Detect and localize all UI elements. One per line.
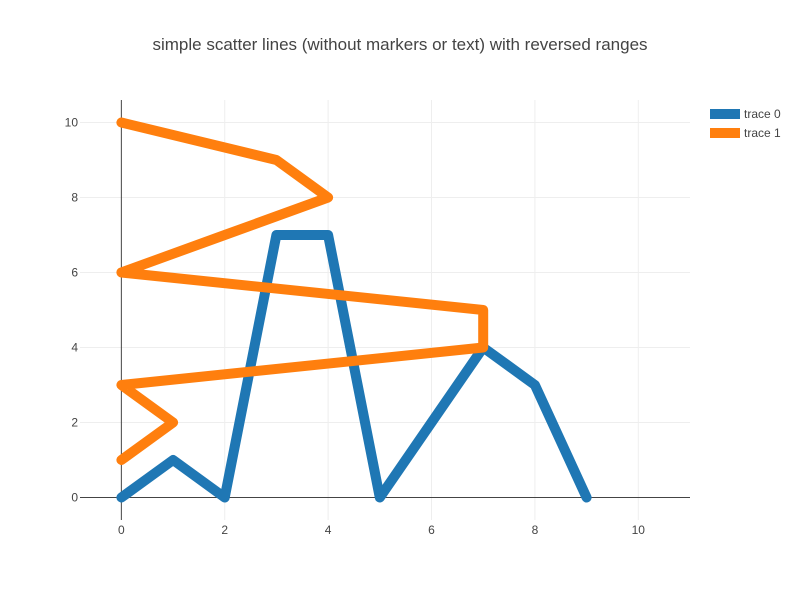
y-tick-label: 0 [71,491,78,505]
series-line-trace-0[interactable] [116,230,592,503]
legend-item-trace-1[interactable]: trace 1 [710,126,781,140]
y-tick-label: 10 [65,116,79,130]
series-line-trace-1[interactable] [116,117,489,465]
y-tick-label: 4 [71,341,78,355]
plot-area: 0 2 4 6 8 10 0 2 4 6 8 10 [65,100,690,537]
y-tick-label: 6 [71,266,78,280]
x-tick-label: 4 [325,523,332,537]
legend-item-trace-0[interactable]: trace 0 [710,107,781,121]
x-tick-label: 2 [221,523,228,537]
x-tick-label: 6 [428,523,435,537]
y-tick-label: 2 [71,416,78,430]
y-tick-label: 8 [71,191,78,205]
legend[interactable]: trace 0 trace 1 [710,107,781,140]
x-tick-label: 8 [532,523,539,537]
chart-title: simple scatter lines (without markers or… [152,35,647,54]
legend-label: trace 1 [744,126,781,140]
x-tick-label: 0 [118,523,125,537]
x-tick-label: 10 [632,523,646,537]
legend-label: trace 0 [744,107,781,121]
